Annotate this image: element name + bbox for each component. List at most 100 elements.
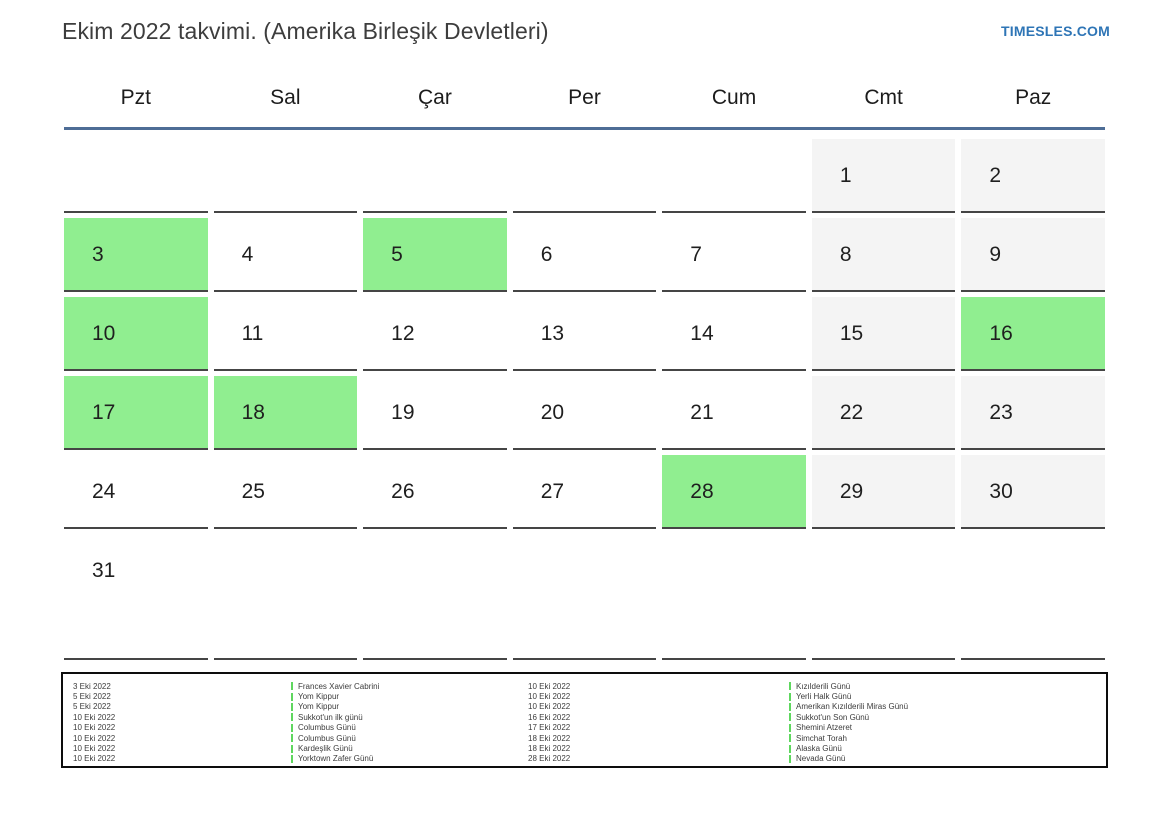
legend-entry: Sukkot'un ilk günü [291,712,379,722]
legend-entry-label: Yorktown Zafer Günü [298,754,374,764]
site-logo-link[interactable]: TIMESLES.COM [1001,23,1110,39]
calendar-cell-19: 19 [363,376,507,450]
legend-date: 10 Eki 2022 [73,754,115,764]
calendar-cell-empty [662,139,806,213]
calendar-cell-18: 18 [213,376,358,450]
calendar-cell-empty [213,534,358,660]
calendar-cell-empty [64,139,208,213]
holiday-marker-icon [291,734,293,743]
legend-date: 10 Eki 2022 [528,681,570,691]
legend-date-label: 10 Eki 2022 [73,754,116,764]
legend-date-column-1: 3 Eki 2022 5 Eki 2022 5 Eki 2022 10 Eki 202… [73,681,115,764]
calendar-cell-17: 17 [64,376,208,450]
calendar-cell-2: 2 [961,139,1105,213]
legend-entry: Amerikan Kızılderili Miras Günü [789,702,908,712]
calendar-cell-25: 25 [213,455,358,529]
legend-date-column-2: 10 Eki 2022 10 Eki 2022 10 Eki 2022 16 Eki … [528,681,570,764]
calendar-cell-empty [213,139,358,213]
calendar-cell-22: 22 [811,376,956,450]
page-title: Ekim 2022 takvimi. (Amerika Birleşik Dev… [62,18,549,44]
calendar-cell-20: 20 [512,376,657,450]
weekday-header-ar: Çar [418,86,452,109]
holiday-marker-icon [291,744,293,753]
holiday-marker-icon [291,754,293,763]
holiday-marker-icon [291,682,293,691]
legend-date-label: 10 Eki 2022 [73,744,116,754]
legend-date-label: 10 Eki 2022 [528,702,571,712]
legend-entry: Simchat Torah [789,733,908,743]
legend-date-label: 3 Eki 2022 [73,681,111,691]
legend-date-label: 10 Eki 2022 [73,733,116,743]
legend-entry-label: Yom Kippur [298,702,340,712]
legend-date: 10 Eki 2022 [73,712,115,722]
holiday-marker-icon [789,682,791,691]
legend-entry: Nevada Günü [789,754,908,764]
legend-date-label: 5 Eki 2022 [73,692,111,702]
legend-entry: Columbus Günü [291,733,379,743]
calendar-cell-13: 13 [512,297,657,371]
legend-entry-label: Sukkot'un ilk günü [298,712,363,722]
legend-entry-label: Yom Kippur [298,692,340,702]
calendar-cell-16: 16 [961,297,1105,371]
legend-date: 16 Eki 2022 [528,712,570,722]
legend-date: 10 Eki 2022 [528,702,570,712]
legend-name-column-2: Kızılderili Günü Yerli Halk Günü Amerikan … [789,681,908,764]
legend-date: 5 Eki 2022 [73,702,115,712]
holiday-marker-icon [789,754,791,763]
calendar-cell-21: 21 [662,376,806,450]
weekday-header-pzt: Pzt [120,86,151,109]
legend-date-label: 18 Eki 2022 [528,733,571,743]
calendar-cell-15: 15 [811,297,956,371]
holiday-marker-icon [789,713,791,722]
legend-entry: Sukkot'un Son Günü [789,712,908,722]
calendar-cell-5: 5 [363,218,507,292]
calendar-cell-6: 6 [512,218,657,292]
calendar-cell-empty [512,534,657,660]
legend-date: 18 Eki 2022 [528,743,570,753]
header-divider [64,127,1105,130]
legend-date: 17 Eki 2022 [528,723,570,733]
calendar-cell-9: 9 [961,218,1105,292]
legend-entry: Yom Kippur [291,702,379,712]
calendar-cell-27: 27 [512,455,657,529]
legend-date: 18 Eki 2022 [528,733,570,743]
calendar-cell-empty [363,139,507,213]
legend-entry-label: Simchat Torah [796,733,847,743]
weekday-header-row: Pzt Sal Çar Per Cum Cmt Paz [64,86,1105,110]
calendar-grid: 1 2 3 4 5 6 7 8 9 10 11 12 13 14 15 16 17 18 19 20 21 22 23 24 2… [64,139,1105,660]
legend-date-label: 5 Eki 2022 [73,702,111,712]
weekday-header-sal: Sal [270,86,301,109]
calendar-cell-29: 29 [811,455,956,529]
legend-entry: Columbus Günü [291,723,379,733]
legend-entry: Kızılderili Günü [789,681,908,691]
calendar-cell-empty [662,534,806,660]
legend-date: 10 Eki 2022 [73,723,115,733]
legend-entry-label: Shemini Atzeret [796,723,853,733]
legend-entry-label: Columbus Günü [298,723,356,733]
calendar-cell-14: 14 [662,297,806,371]
calendar-cell-empty [512,139,657,213]
legend-name-column-1: Frances Xavier Cabrini Yom Kippur Yom Kipp… [291,681,379,764]
legend-entry-label: Frances Xavier Cabrini [298,681,380,691]
weekday-header-cmt: Cmt [864,86,903,109]
legend-entry-label: Amerikan Kızılderili Miras Günü [796,702,909,712]
calendar-cell-31: 31 [64,534,208,660]
legend-entry-label: Kardeşlik Günü [298,744,353,754]
legend-entry-label: Yerli Halk Günü [796,692,852,702]
legend-entry: Yom Kippur [291,691,379,701]
legend-date-label: 10 Eki 2022 [73,723,116,733]
calendar-cell-30: 30 [961,455,1105,529]
calendar-cell-1: 1 [811,139,956,213]
legend-entry-label: Nevada Günü [796,754,846,764]
legend-date-label: 28 Eki 2022 [528,754,571,764]
legend-box: 3 Eki 2022 5 Eki 2022 5 Eki 2022 10 Eki 202… [61,672,1108,768]
calendar-cell-23: 23 [961,376,1105,450]
holiday-marker-icon [291,692,293,701]
legend-date-label: 16 Eki 2022 [528,712,571,722]
calendar-cell-4: 4 [213,218,358,292]
calendar-cell-8: 8 [811,218,956,292]
legend-entry: Alaska Günü [789,743,908,753]
legend-date: 28 Eki 2022 [528,754,570,764]
calendar-cell-26: 26 [363,455,507,529]
legend-entry: Frances Xavier Cabrini [291,681,379,691]
